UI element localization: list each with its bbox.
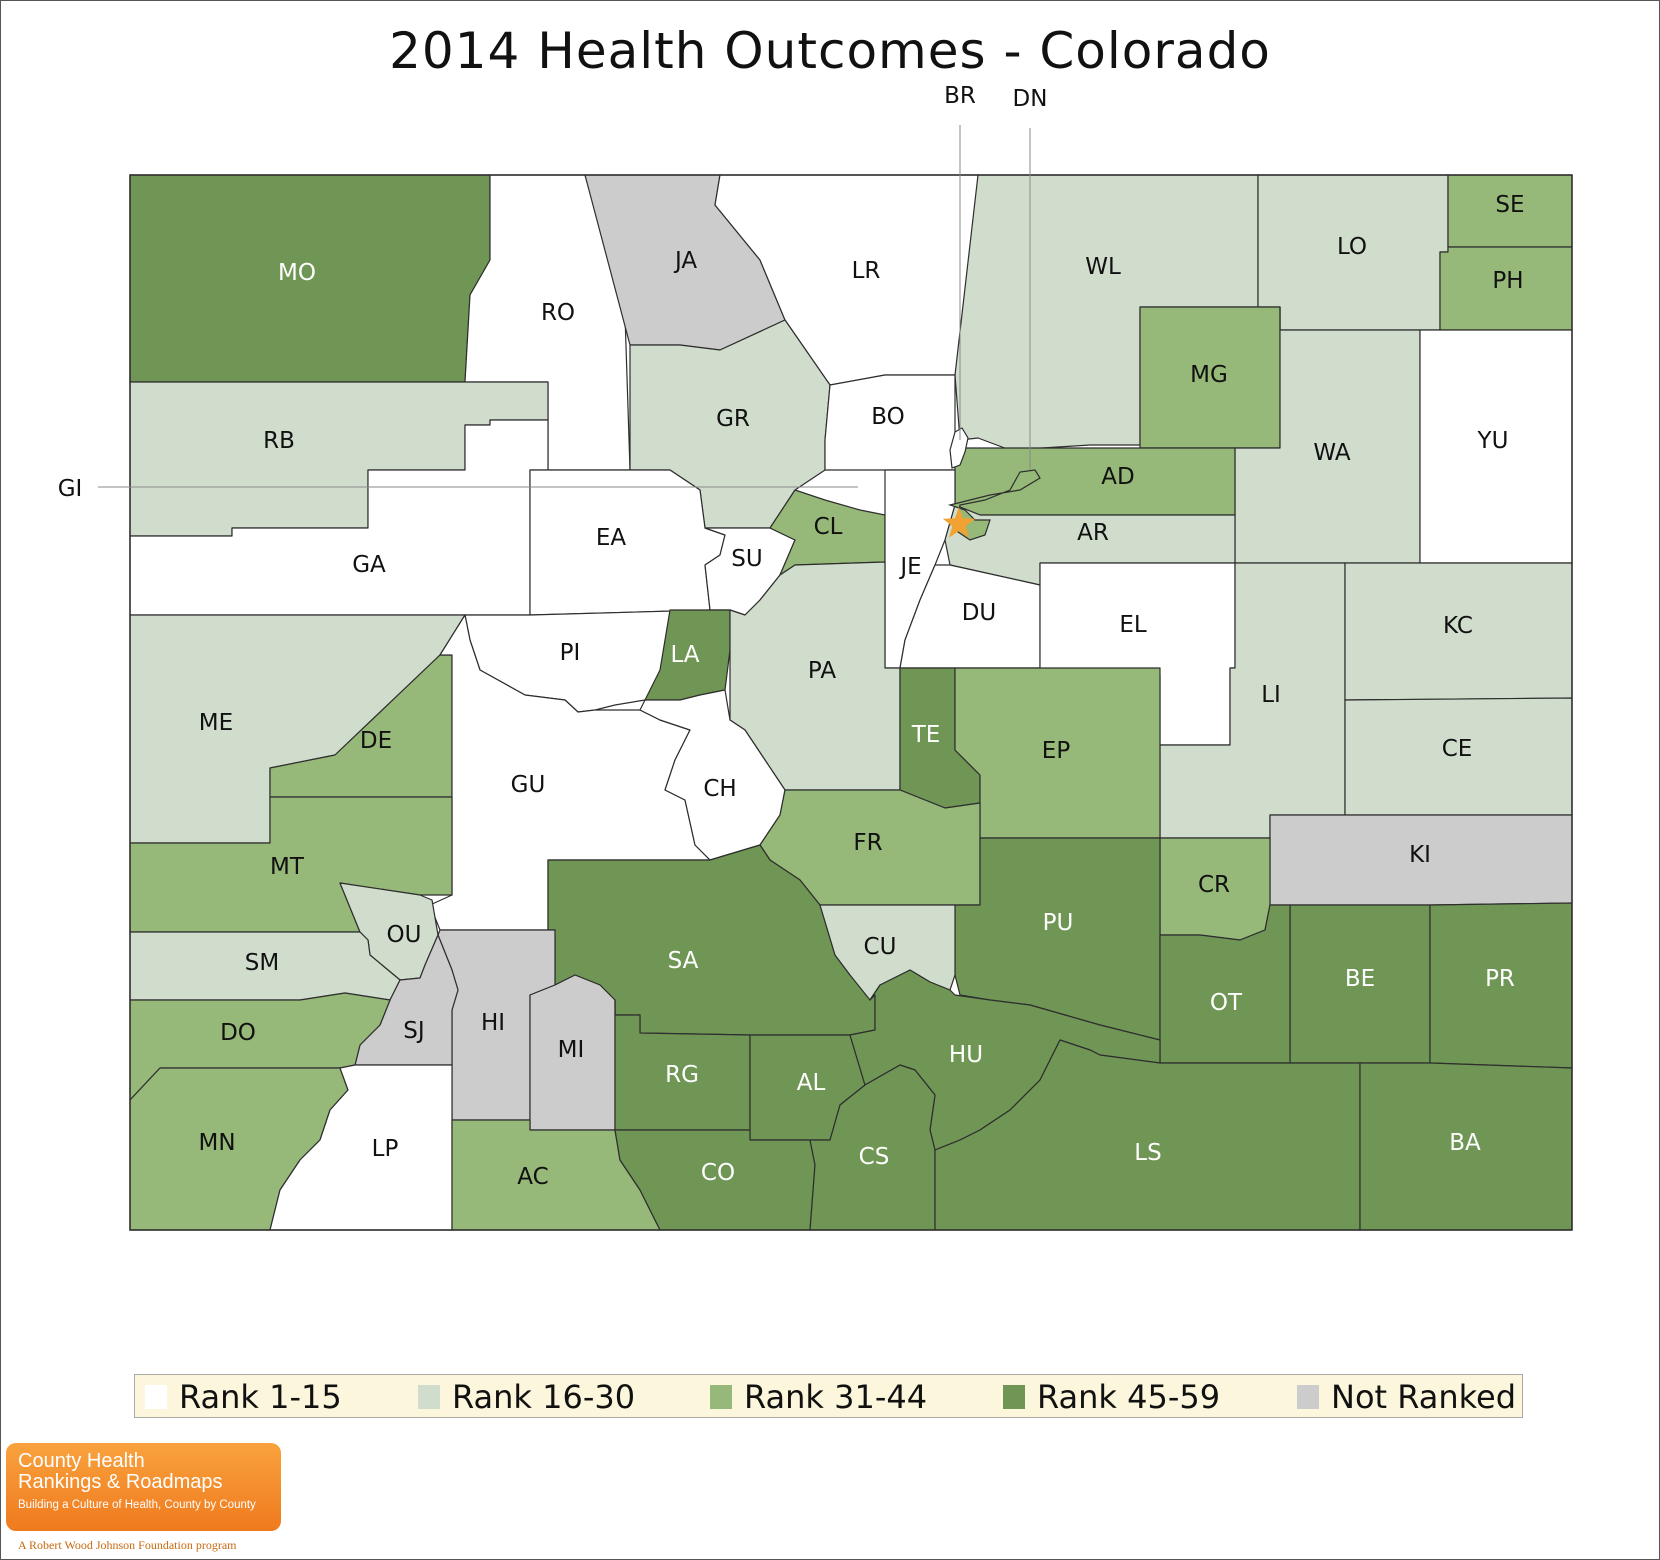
county-label-pa: PA (808, 658, 836, 684)
county-label-el: EL (1119, 612, 1147, 638)
county-label-mn: MN (198, 1130, 235, 1156)
county-label-sa: SA (668, 948, 699, 974)
county-label-cu: CU (864, 934, 897, 960)
callout-label-dn: DN (1013, 86, 1048, 112)
legend-label: Rank 31-44 (744, 1378, 928, 1416)
county-label-ep: EP (1042, 738, 1071, 764)
county-label-yu: YU (1477, 428, 1509, 454)
callout-label-br: BR (944, 83, 976, 109)
map-title: 2014 Health Outcomes - Colorado (389, 22, 1271, 80)
legend-item-rank-31-44: Rank 31-44 (710, 1375, 927, 1419)
county-label-ki: KI (1409, 842, 1431, 868)
county-label-ea: EA (596, 525, 627, 551)
county-label-gu: GU (511, 772, 546, 798)
county-dn[interactable] (947, 469, 1041, 541)
county-ea[interactable] (529, 469, 726, 616)
county-label-ba: BA (1449, 1130, 1481, 1156)
county-label-rb: RB (263, 428, 295, 454)
county-label-su: SU (731, 546, 762, 572)
legend-label: Rank 16-30 (452, 1378, 636, 1416)
legend: Rank 1-15 Rank 16-30 Rank 31-44 Rank 45-… (134, 1374, 1523, 1418)
county-label-hu: HU (949, 1042, 983, 1068)
state-capital-star-icon (942, 507, 976, 538)
county-lp[interactable] (269, 1064, 453, 1231)
county-label-se: SE (1495, 192, 1524, 218)
logo-tagline: Building a Culture of Health, County by … (18, 1499, 256, 1511)
legend-item-rank-1-15: Rank 1-15 (145, 1375, 342, 1419)
county-label-ad: AD (1101, 464, 1134, 490)
county-label-sj: SJ (403, 1018, 424, 1044)
legend-label: Rank 1-15 (179, 1378, 342, 1416)
county-label-me: ME (199, 710, 233, 736)
county-label-ls: LS (1134, 1140, 1161, 1166)
legend-label: Not Ranked (1331, 1378, 1517, 1416)
legend-item-not-ranked: Not Ranked (1297, 1375, 1516, 1419)
county-label-kc: KC (1443, 613, 1473, 639)
county-label-cs: CS (859, 1144, 890, 1170)
legend-swatch (145, 1385, 167, 1409)
county-label-lo: LO (1337, 234, 1367, 260)
county-label-cl: CL (814, 514, 843, 540)
legend-swatch (1297, 1385, 1319, 1409)
county-label-ac: AC (517, 1164, 548, 1190)
county-label-ce: CE (1442, 736, 1473, 762)
logo-line2: Rankings & Roadmaps (18, 1471, 223, 1493)
county-label-du: DU (962, 600, 997, 626)
county-label-mi: MI (558, 1037, 585, 1063)
county-label-co: CO (701, 1160, 735, 1186)
county-label-je: JE (898, 554, 921, 580)
county-label-hi: HI (481, 1010, 505, 1036)
county-label-lr: LR (852, 258, 881, 284)
county-label-wl: WL (1085, 254, 1121, 280)
county-label-rg: RG (665, 1062, 699, 1088)
county-label-gr: GR (716, 406, 750, 432)
county-label-pr: PR (1485, 966, 1515, 992)
callout-label-gi: GI (58, 476, 83, 502)
county-health-rankings-logo[interactable]: County Health Rankings & Roadmaps Buildi… (6, 1443, 281, 1531)
county-label-sm: SM (245, 950, 279, 976)
legend-item-rank-45-59: Rank 45-59 (1003, 1375, 1220, 1419)
county-br[interactable] (949, 427, 969, 469)
logo-line1: County Health (18, 1450, 145, 1472)
county-label-la: LA (670, 642, 699, 668)
county-label-li: LI (1261, 682, 1281, 708)
county-label-bo: BO (871, 404, 904, 430)
county-label-ot: OT (1210, 990, 1243, 1016)
county-label-ga: GA (352, 552, 386, 578)
legend-label: Rank 45-59 (1037, 1378, 1221, 1416)
county-label-ou: OU (387, 922, 422, 948)
county-label-be: BE (1345, 966, 1375, 992)
county-label-pi: PI (560, 640, 581, 666)
county-label-al: AL (797, 1070, 826, 1096)
legend-item-rank-16-30: Rank 16-30 (418, 1375, 635, 1419)
legend-swatch (1003, 1385, 1025, 1409)
legend-swatch (418, 1385, 440, 1409)
county-label-pu: PU (1043, 910, 1074, 936)
county-label-ja: JA (673, 248, 697, 274)
county-label-mo: MO (278, 260, 316, 286)
county-label-wa: WA (1313, 440, 1350, 466)
county-label-mt: MT (270, 854, 305, 880)
county-label-ro: RO (541, 300, 575, 326)
state-border (129, 174, 1573, 1231)
county-ad[interactable] (954, 447, 1236, 516)
county-label-do: DO (220, 1020, 256, 1046)
county-label-lp: LP (372, 1136, 399, 1162)
county-label-de: DE (360, 728, 392, 754)
county-label-fr: FR (853, 830, 882, 856)
county-label-ch: CH (703, 776, 736, 802)
legend-swatch (710, 1385, 732, 1409)
county-label-ar: AR (1077, 520, 1109, 546)
county-label-mg: MG (1190, 362, 1228, 388)
county-label-te: TE (911, 722, 941, 748)
logo-footer: A Robert Wood Johnson Foundation program (18, 1538, 237, 1552)
county-label-ph: PH (1492, 268, 1523, 294)
county-label-cr: CR (1198, 872, 1230, 898)
